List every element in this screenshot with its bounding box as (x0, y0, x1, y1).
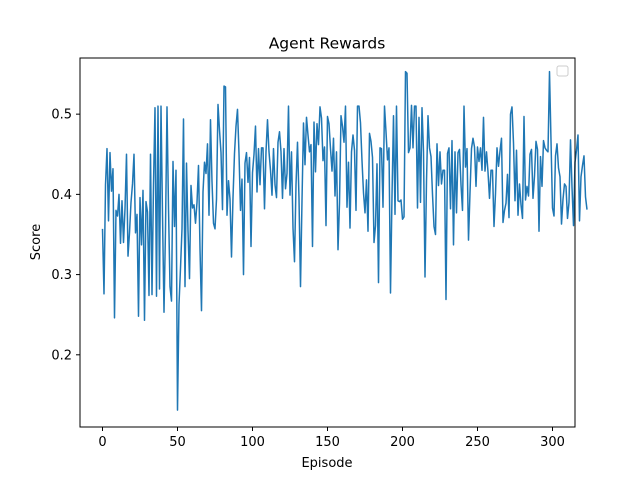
series-line-0 (101, 70, 588, 411)
y-tick-label: 0.5 (51, 108, 72, 123)
x-tick-label: 0 (98, 435, 106, 450)
x-axis: 0 50 100 150 200 250 300 (98, 427, 565, 450)
x-axis-label: Episode (301, 456, 352, 471)
x-tick-label: 200 (390, 435, 415, 450)
x-tick-label: 250 (465, 435, 490, 450)
y-tick-label: 0.4 (51, 188, 72, 203)
x-tick-label: 300 (540, 435, 565, 450)
y-tick-label: 0.2 (51, 348, 72, 363)
legend-box (556, 65, 569, 77)
y-tick-label: 0.3 (51, 268, 72, 283)
chart-title: Agent Rewards (269, 35, 386, 53)
x-tick-label: 150 (315, 435, 340, 450)
y-axis: 0.2 0.3 0.4 0.5 (51, 108, 80, 363)
x-tick-label: 100 (240, 435, 265, 450)
plot-area (101, 70, 588, 411)
x-tick-label: 50 (169, 435, 186, 450)
y-axis-label: Score (29, 224, 44, 260)
